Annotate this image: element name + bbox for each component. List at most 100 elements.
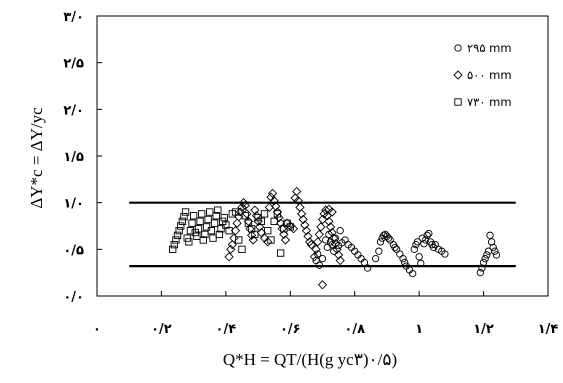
circle-point [396, 250, 404, 258]
circle-point [489, 243, 497, 252]
circle-point [318, 255, 327, 263]
series-circle [312, 227, 501, 278]
diamond-point [248, 235, 258, 245]
square-point [180, 213, 188, 221]
square-point [241, 212, 249, 220]
circle-point [476, 269, 484, 277]
diamond-point [227, 240, 237, 250]
square-point [217, 225, 225, 233]
square-point [186, 227, 195, 235]
reference-lines [129, 201, 516, 268]
circle-point [423, 231, 431, 239]
circle-point [478, 264, 486, 272]
square-point [264, 227, 272, 235]
diamond-point [279, 229, 289, 240]
circle-point [415, 253, 423, 261]
circle-point [483, 251, 491, 259]
square-point [175, 227, 183, 235]
square-point [193, 232, 201, 240]
diamond-point [232, 218, 242, 228]
y-tick-label: ۲/۰ [63, 103, 84, 118]
square-point [177, 222, 185, 230]
square-point [198, 210, 206, 218]
circle-point [479, 258, 488, 267]
diamond-point [321, 205, 331, 215]
legend-marker-circle [454, 44, 462, 52]
square-point [257, 217, 265, 225]
diamond-point [313, 237, 323, 247]
square-point [188, 219, 196, 227]
diamond-point [309, 252, 320, 262]
diamond-point [229, 233, 239, 243]
diamond-point [303, 231, 313, 241]
square-point [267, 236, 275, 244]
square-point [210, 219, 219, 227]
diamond-point [333, 250, 344, 260]
diamond-point [269, 196, 279, 206]
square-point [273, 210, 282, 218]
circle-point [487, 238, 496, 246]
square-point [276, 249, 285, 257]
circle-point [376, 238, 385, 246]
diamond-point [255, 222, 265, 232]
square-point [207, 227, 216, 235]
square-point [260, 210, 269, 218]
y-tick-label: ۱/۵ [63, 150, 84, 165]
circle-point [481, 255, 489, 263]
legend-label: ۲۹۵ mm [467, 41, 512, 55]
square-point [215, 230, 224, 239]
diamond-point [246, 230, 257, 240]
square-point [170, 241, 178, 249]
diamond-point [267, 188, 278, 198]
x-tick-label: ۰ [93, 322, 101, 337]
diamond-point [332, 244, 342, 254]
square-point [194, 225, 203, 233]
square-point [220, 213, 228, 222]
legend-marker-diamond [453, 70, 463, 80]
circle-point [372, 255, 380, 263]
circle-point [315, 261, 323, 269]
square-point [185, 238, 193, 246]
diamond-point [230, 226, 241, 236]
circle-point [410, 245, 418, 253]
square-point [286, 223, 294, 231]
square-point [214, 206, 222, 214]
square-point [172, 236, 180, 244]
square-point [178, 217, 187, 225]
circle-point [336, 227, 344, 235]
circle-point [360, 258, 369, 267]
circle-point [486, 231, 494, 239]
square-point [189, 212, 198, 220]
diamond-point [277, 224, 287, 234]
diamond-point [238, 198, 249, 208]
diamond-point [288, 224, 299, 234]
circle-point [399, 255, 407, 263]
square-point [225, 227, 233, 235]
diamond-point [327, 207, 337, 217]
diamond-point [256, 227, 266, 238]
diamond-point [295, 202, 305, 212]
diamond-point [263, 237, 273, 247]
diamond-point [280, 235, 291, 245]
square-point [201, 230, 209, 239]
square-point [196, 217, 204, 225]
diamond-point [253, 216, 263, 226]
square-point [206, 208, 214, 216]
square-point [251, 230, 259, 239]
legend-label: ۵۰۰ mm [467, 68, 512, 82]
square-point [212, 212, 220, 220]
y-tick-label: ۲/۵ [63, 57, 84, 72]
x-tick-label: ۰/۴ [216, 322, 237, 337]
diamond-point [240, 200, 250, 211]
circle-point [391, 243, 399, 252]
series-square [169, 206, 294, 257]
square-point [183, 234, 191, 242]
diamond-point [306, 240, 316, 250]
circle-point [421, 236, 430, 244]
plot-area [96, 15, 549, 297]
diamond-point [224, 252, 234, 262]
diamond-point [292, 186, 302, 197]
square-point [181, 208, 190, 216]
square-point [231, 208, 240, 216]
